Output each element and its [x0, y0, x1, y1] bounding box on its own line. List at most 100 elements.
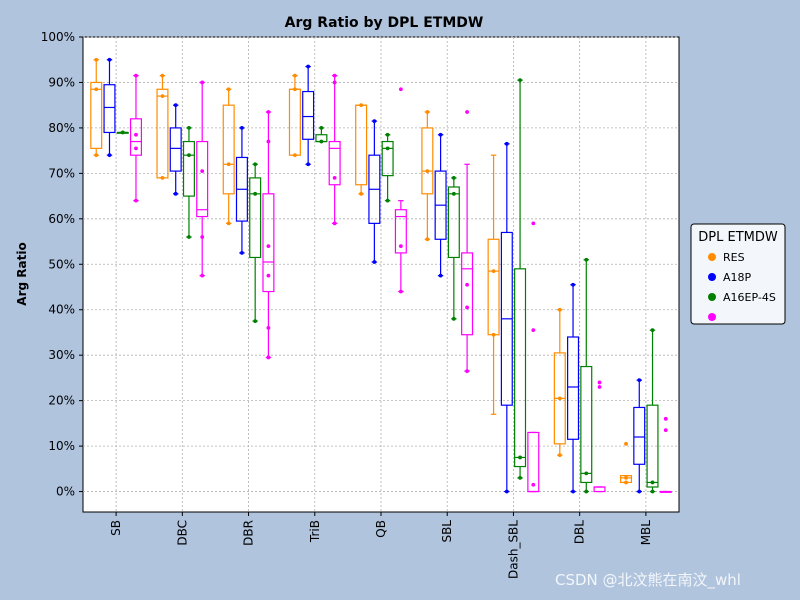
data-point: [173, 103, 178, 108]
x-tick-label: SB: [109, 520, 123, 536]
data-point: [266, 326, 271, 330]
data-point: [173, 191, 178, 196]
box-iqr: [302, 90, 315, 140]
data-point: [597, 385, 602, 389]
legend-marker: [708, 313, 716, 321]
box-iqr: [103, 84, 116, 134]
data-point: [319, 126, 324, 130]
data-point: [266, 139, 271, 144]
x-tick-label: QB: [374, 520, 388, 538]
legend-label: A16EP-4S: [723, 291, 776, 304]
data-point: [425, 169, 430, 173]
box-iqr: [381, 140, 394, 177]
data-point: [584, 471, 589, 476]
box-DBR-0: [222, 87, 235, 226]
data-point: [134, 146, 138, 151]
box-SBL-0: [421, 110, 434, 242]
data-point: [518, 476, 522, 480]
data-point: [557, 453, 562, 458]
legend-label: RES: [723, 251, 745, 264]
box-QB-2: [381, 132, 394, 203]
box-iqr: [182, 140, 195, 197]
legend-marker: [708, 293, 716, 301]
box-Dash_SBL-1: [500, 141, 513, 494]
data-point: [226, 221, 231, 226]
data-point: [134, 73, 138, 78]
data-point: [107, 153, 112, 158]
data-point: [531, 221, 536, 226]
box-QB-1: [368, 119, 381, 264]
legend-title: DPL ETMDW: [698, 230, 778, 245]
data-point: [253, 191, 258, 196]
data-point: [293, 153, 297, 158]
data-point: [306, 162, 311, 167]
x-tick-label: MBL: [639, 520, 653, 546]
data-point: [624, 480, 628, 485]
data-point: [332, 221, 337, 226]
data-point: [187, 153, 191, 158]
y-tick-label: 100%: [41, 30, 75, 44]
data-point: [465, 305, 469, 310]
y-axis-ticks: 0% 10% 20% 30% 40% 50% 60% 70% 80% 90% 100%: [41, 30, 83, 499]
box-DBC-1: [169, 103, 182, 196]
data-point: [451, 191, 456, 196]
legend-marker: [708, 253, 716, 261]
data-point: [306, 64, 311, 69]
data-point: [398, 244, 403, 248]
box-iqr: [262, 193, 275, 293]
data-point: [531, 328, 536, 333]
data-point: [584, 257, 589, 262]
data-point: [187, 126, 191, 130]
box-iqr: [646, 404, 659, 488]
data-point: [94, 57, 99, 62]
x-tick-label: DBL: [573, 520, 587, 544]
y-tick-label: 0%: [56, 485, 75, 499]
box-SB-3: [129, 73, 143, 203]
data-point: [385, 132, 390, 137]
y-tick-label: 30%: [48, 348, 75, 362]
y-tick-label: 70%: [48, 166, 75, 180]
box-DBC-0: [156, 73, 169, 180]
box-TriB-2: [315, 126, 328, 144]
data-point: [359, 103, 364, 108]
box-iqr: [222, 104, 235, 195]
data-point: [398, 289, 403, 294]
data-point: [451, 316, 456, 321]
data-point: [107, 57, 112, 62]
data-point: [266, 273, 271, 278]
data-point: [663, 416, 668, 421]
x-tick-label: SBL: [440, 520, 454, 543]
data-point: [425, 110, 430, 114]
box-MBL-1: [633, 378, 646, 494]
data-point: [226, 87, 231, 92]
legend: DPL ETMDW RES A18P A16EP-4S: [690, 223, 786, 325]
watermark: CSDN @北汶熊在南汶_whl: [555, 571, 741, 590]
legend-label: A18P: [723, 271, 752, 284]
box-SB-1: [103, 57, 116, 158]
data-point: [266, 110, 271, 114]
data-point: [465, 110, 469, 114]
data-point: [293, 87, 297, 92]
legend-items: RES A18P A16EP-4S: [708, 251, 776, 321]
data-point: [94, 87, 99, 92]
box-DBL-0: [553, 307, 566, 458]
data-point: [571, 282, 575, 287]
box-iqr: [421, 127, 434, 195]
data-point: [94, 153, 99, 158]
chart-title: Arg Ratio by DPL ETMDW: [285, 15, 484, 31]
data-point: [240, 251, 244, 255]
data-point: [372, 119, 377, 123]
box-iqr: [129, 118, 143, 156]
box-TriB-0: [288, 73, 301, 158]
data-point: [293, 73, 297, 78]
y-tick-label: 60%: [48, 212, 75, 226]
data-point: [624, 476, 628, 480]
box-TriB-1: [302, 64, 315, 167]
data-point: [504, 489, 509, 494]
y-tick-label: 10%: [48, 439, 75, 453]
x-tick-label: DBC: [175, 520, 189, 546]
data-point: [650, 328, 655, 333]
data-point: [359, 191, 364, 196]
data-point: [557, 396, 562, 401]
